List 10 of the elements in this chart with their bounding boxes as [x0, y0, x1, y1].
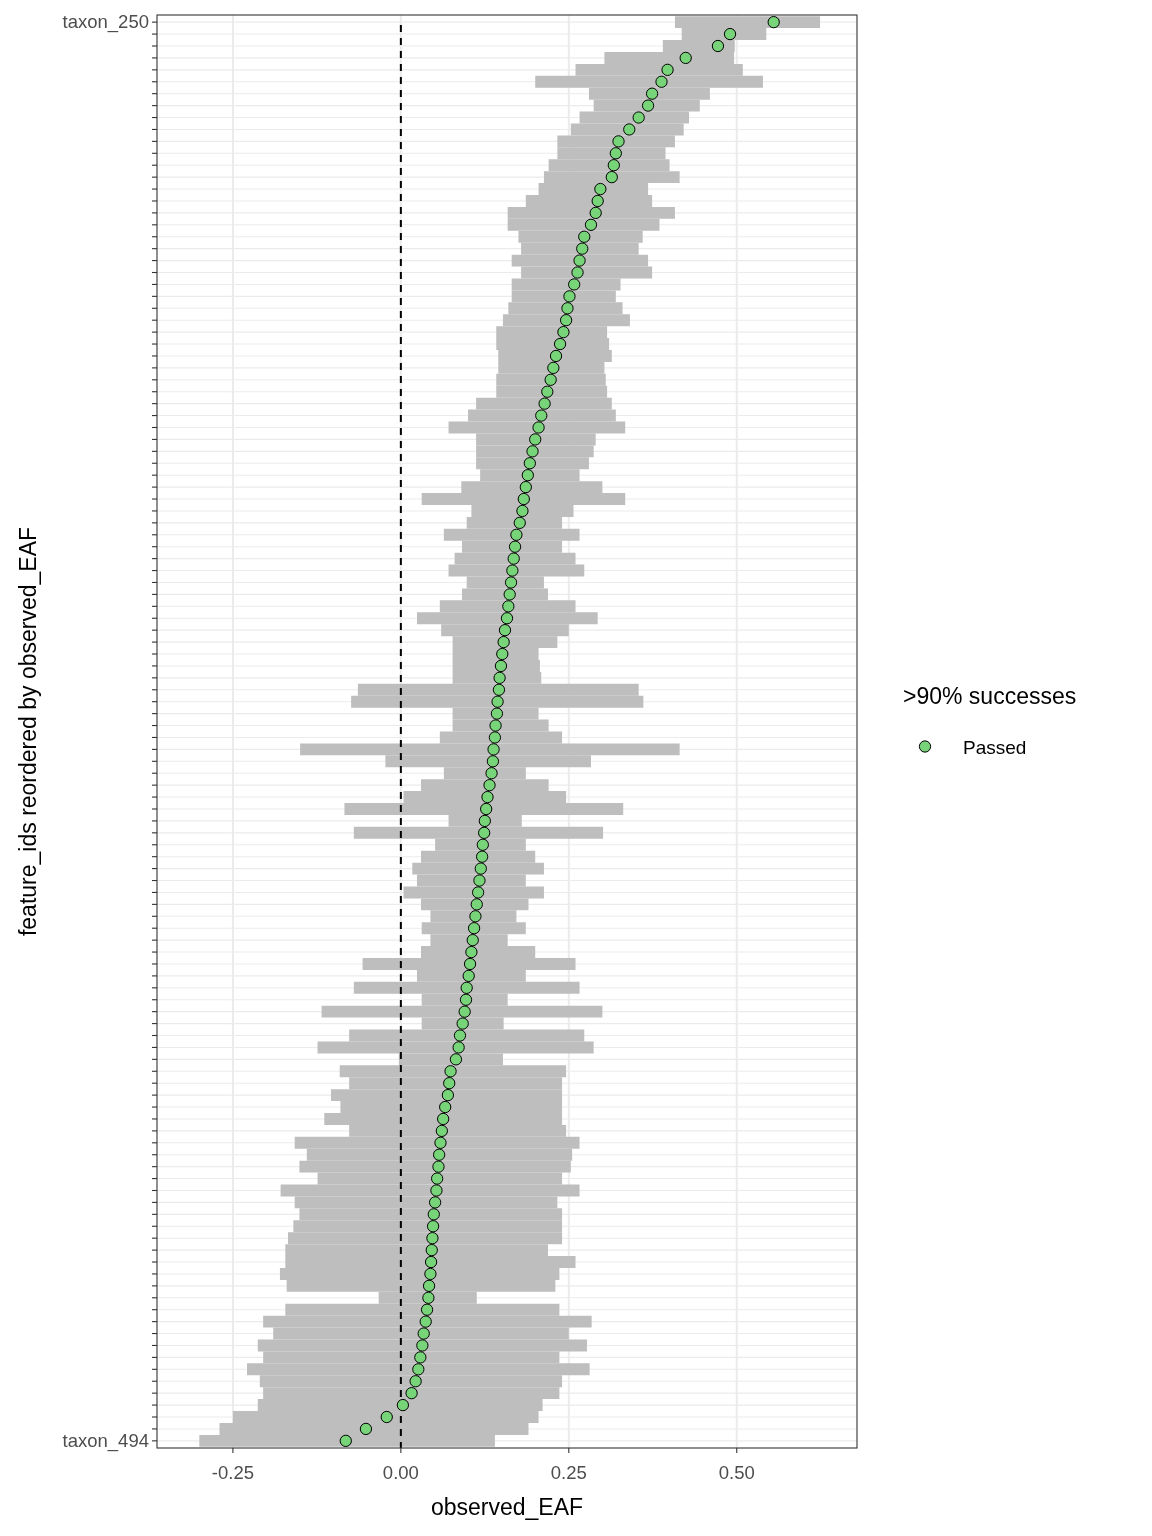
x-axis-title: observed_EAF — [430, 1494, 584, 1520]
x-tick-label: 0.25 — [550, 1462, 587, 1483]
y-tick-label: taxon_250 — [62, 11, 149, 34]
y-tick-label: taxon_494 — [62, 1429, 149, 1452]
x-tick-label: 0.00 — [382, 1462, 419, 1483]
y-axis-title: feature_ids reordered by observed_EAF — [15, 526, 41, 937]
x-tick-label: -0.25 — [211, 1462, 254, 1483]
x-tick-label: 0.50 — [718, 1462, 755, 1483]
legend-label: Passed — [963, 736, 1027, 758]
legend-title: >90% successes — [903, 682, 1077, 709]
